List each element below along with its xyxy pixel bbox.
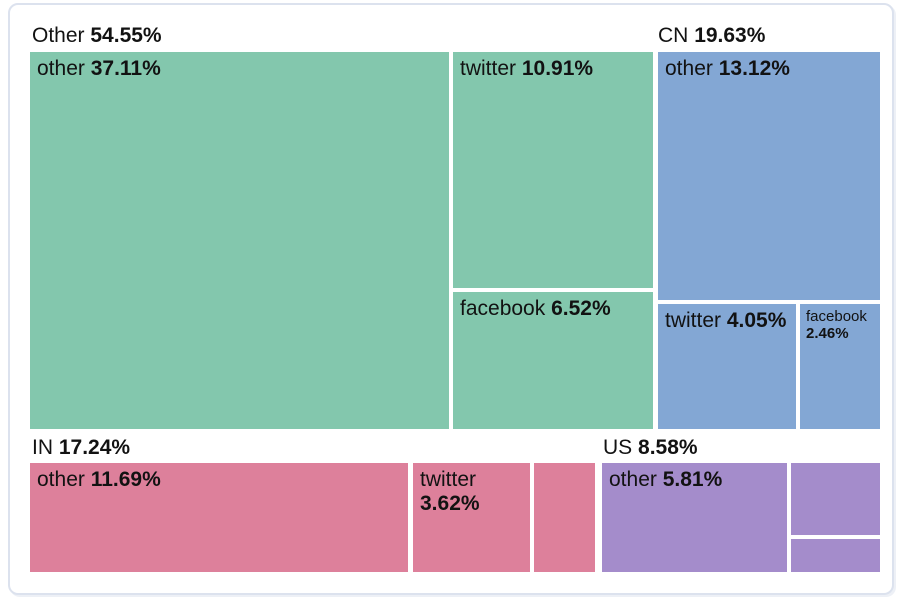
cell-percent: 6.52% <box>551 297 611 320</box>
cell-us-other[interactable]: other 5.81% <box>602 463 787 572</box>
cell-name: twitter <box>665 309 722 332</box>
cell-in-twitter[interactable]: twitter 3.62% <box>413 463 530 572</box>
cell-name: other <box>37 468 85 491</box>
cell-percent: 2.46% <box>806 325 849 343</box>
cell-label: other 11.69% <box>30 463 408 497</box>
cell-percent: 13.12% <box>718 57 790 80</box>
cell-name: facebook <box>460 297 546 320</box>
cell-cn-facebook[interactable]: facebook 2.46% <box>800 304 880 429</box>
group-percent: 19.63% <box>694 24 766 47</box>
group-percent: 17.24% <box>58 436 131 459</box>
cell-percent: 5.81% <box>662 468 723 491</box>
cell-cn-other[interactable]: other 13.12% <box>658 52 880 300</box>
cell-label: facebook 6.52% <box>453 292 653 326</box>
group-name: CN <box>658 24 689 47</box>
cell-label: twitter 3.62% <box>413 463 530 520</box>
cell-in-facebook-unlabeled[interactable] <box>534 463 595 572</box>
group-label-us: US 8.58% <box>603 436 698 460</box>
group-label-other: Other 54.55% <box>32 24 162 48</box>
cell-label: twitter 10.91% <box>453 52 653 86</box>
group-label-cn: CN 19.63% <box>658 24 765 48</box>
group-label-in: IN 17.24% <box>32 436 130 460</box>
cell-percent: 10.91% <box>521 57 594 80</box>
cell-percent: 37.11% <box>90 57 161 80</box>
cell-other-facebook[interactable]: facebook 6.52% <box>453 292 653 429</box>
cell-in-other[interactable]: other 11.69% <box>30 463 408 572</box>
cell-us-facebook-unlabeled[interactable] <box>791 539 880 572</box>
group-name: IN <box>32 436 53 459</box>
group-name: Other <box>32 24 85 47</box>
cell-name: other <box>609 468 657 491</box>
cell-us-twitter-unlabeled[interactable] <box>791 463 880 535</box>
group-percent: 54.55% <box>90 24 162 47</box>
cell-cn-twitter[interactable]: twitter 4.05% <box>658 304 796 429</box>
cell-name: facebook <box>806 308 867 325</box>
cell-other-other[interactable]: other 37.11% <box>30 52 449 429</box>
cell-percent: 3.62% <box>420 491 480 515</box>
cell-percent: 4.05% <box>726 309 787 332</box>
cell-name: other <box>37 57 85 80</box>
cell-name: twitter <box>460 57 517 80</box>
cell-label: twitter 4.05% <box>658 304 796 338</box>
cell-name: other <box>665 57 713 80</box>
cell-name: twitter <box>420 468 477 491</box>
cell-label: other 37.11% <box>30 52 449 86</box>
cell-label: other 5.81% <box>602 463 787 497</box>
cell-label: other 13.12% <box>658 52 880 86</box>
cell-percent: 11.69% <box>90 468 161 491</box>
group-percent: 8.58% <box>638 436 698 459</box>
group-name: US <box>603 436 633 459</box>
cell-label: facebook 2.46% <box>800 304 880 347</box>
cell-other-twitter[interactable]: twitter 10.91% <box>453 52 653 288</box>
